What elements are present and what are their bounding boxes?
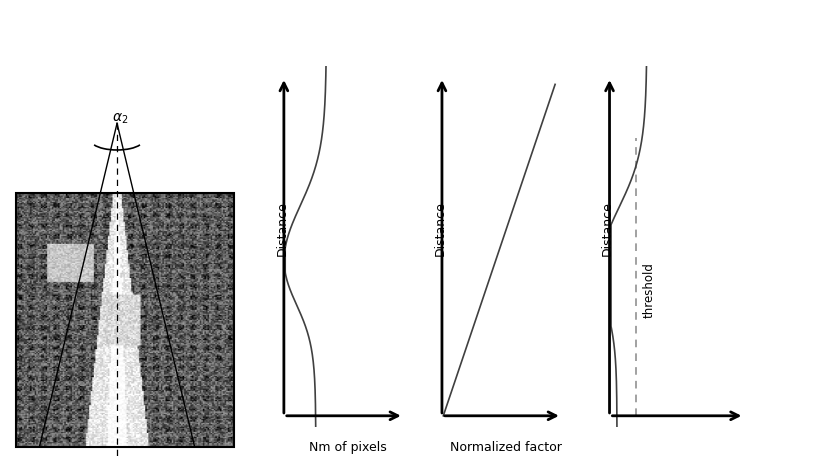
Bar <box>16 193 234 447</box>
Text: $\alpha_2$: $\alpha_2$ <box>112 111 128 126</box>
Text: Distance: Distance <box>601 201 613 256</box>
Text: Nm of pixels: Nm of pixels <box>309 441 387 454</box>
Text: threshold: threshold <box>642 262 656 318</box>
Text: Distance: Distance <box>276 201 289 256</box>
Text: Distance: Distance <box>434 201 447 256</box>
Text: Normalized factor: Normalized factor <box>450 441 562 454</box>
